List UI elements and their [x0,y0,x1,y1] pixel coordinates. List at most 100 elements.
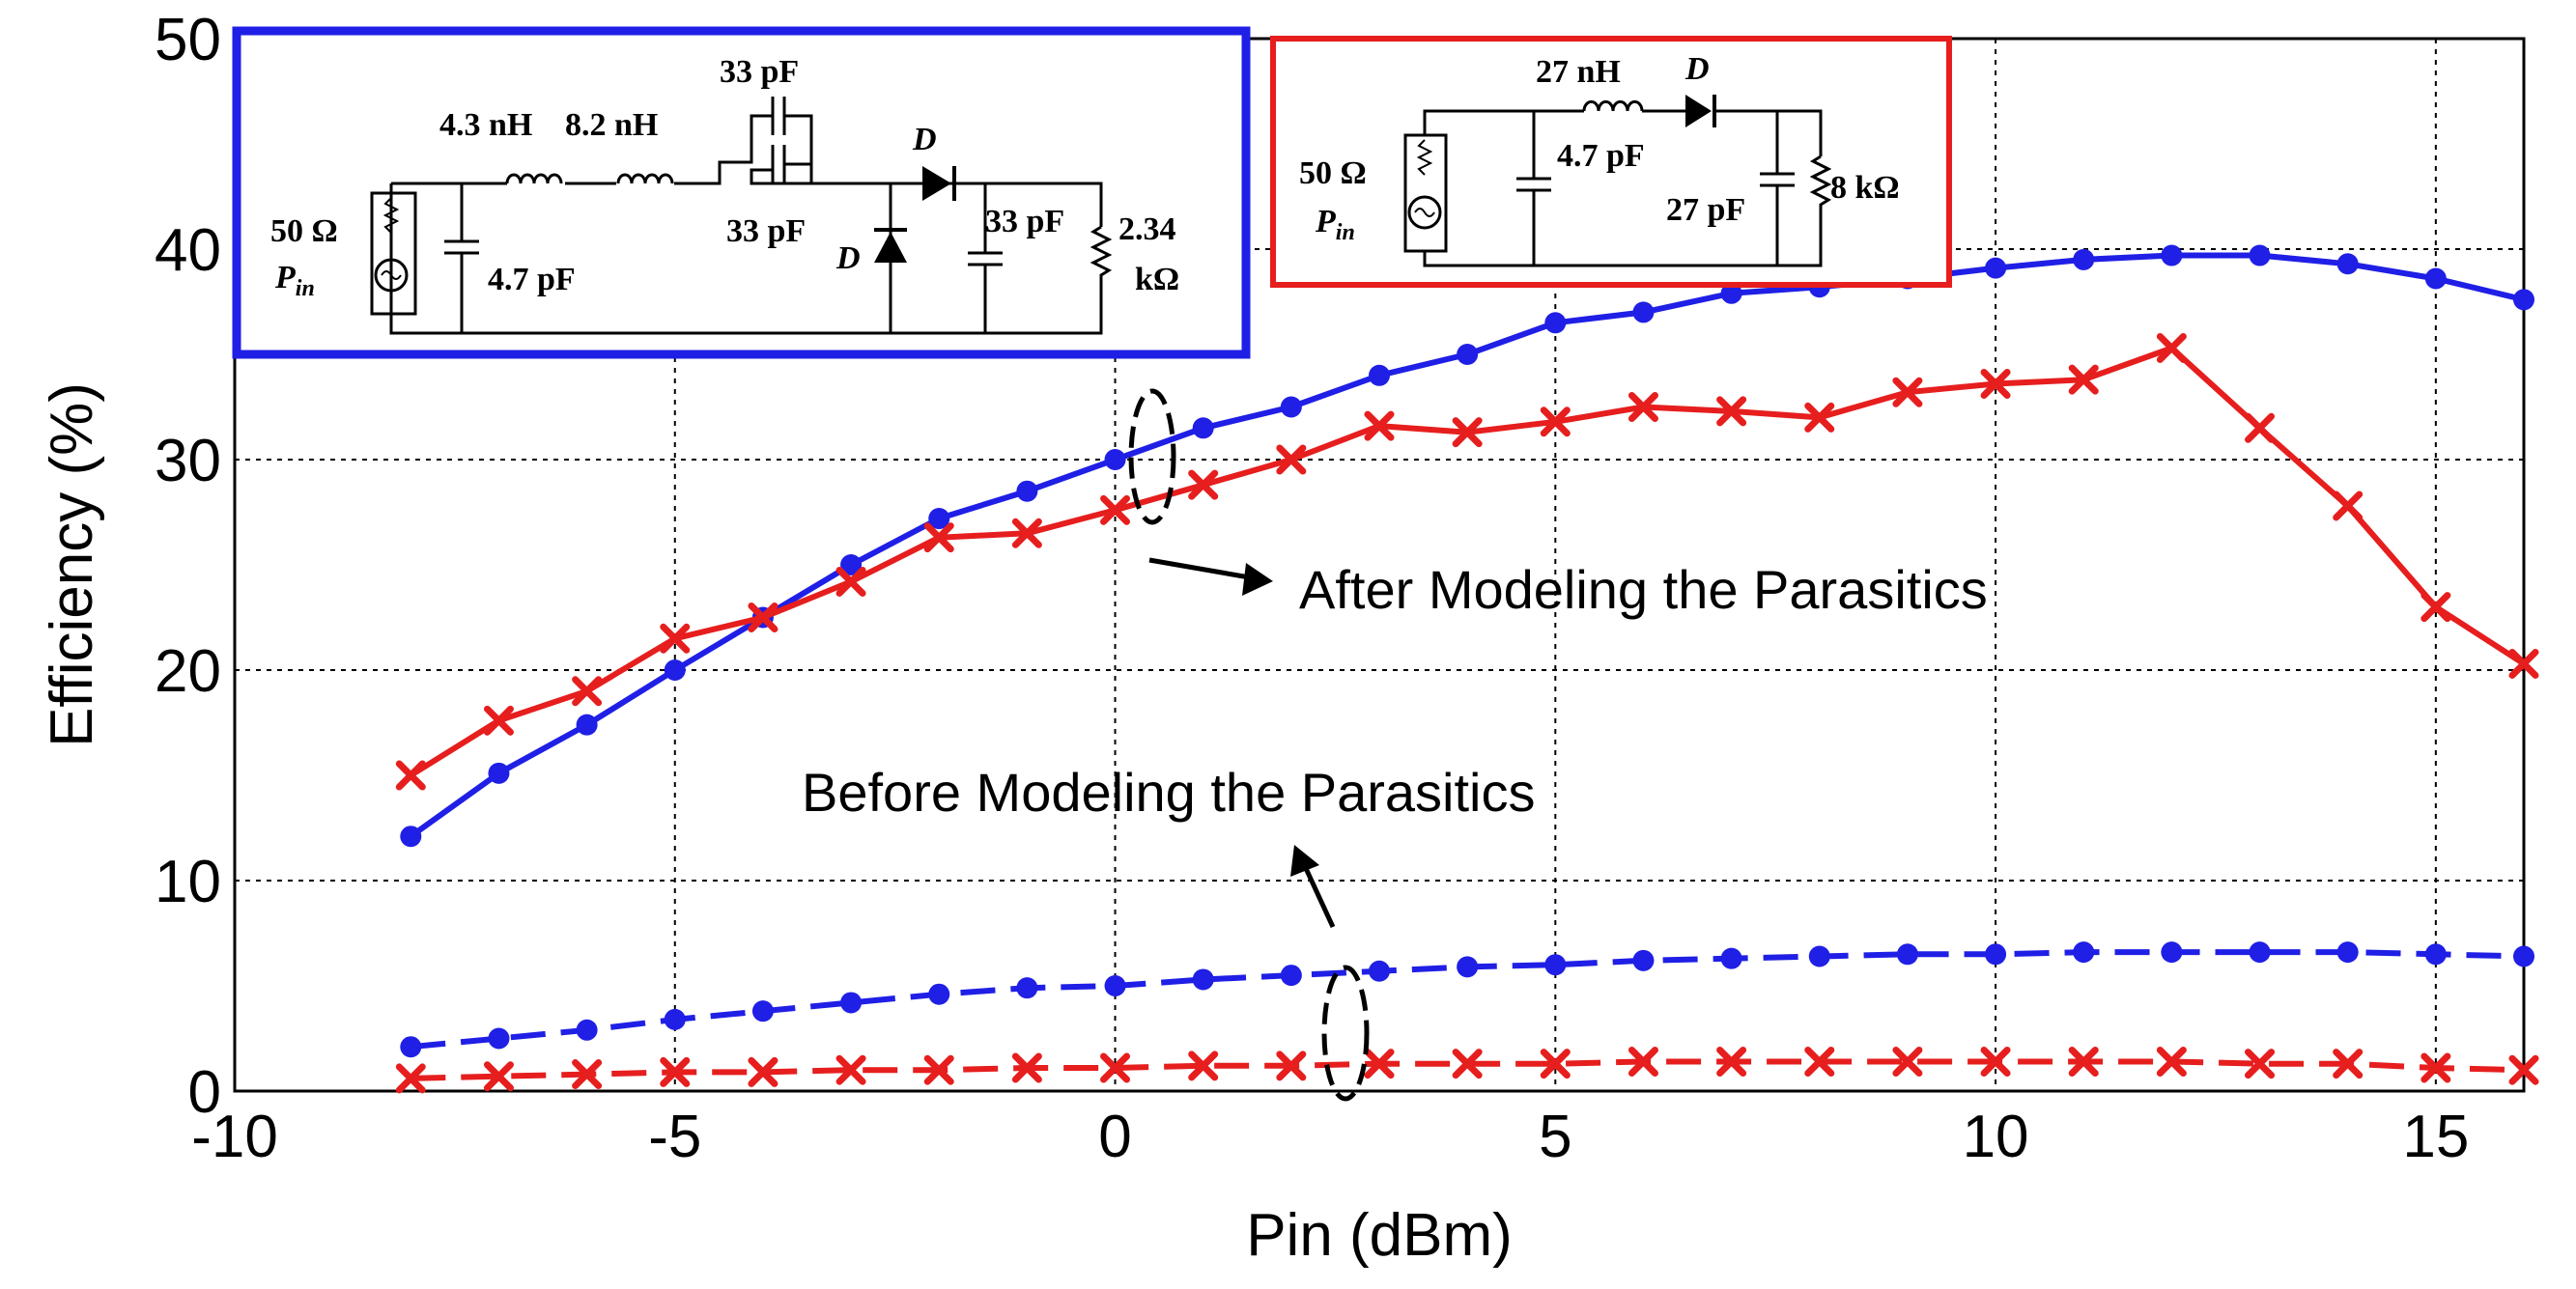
y-tick-label: 20 [155,638,221,705]
inset-red-rload-label: 8 kΩ [1830,170,1900,206]
data-point [1016,977,1038,999]
inset-blue-l2-label: 8.2 nH [565,107,658,143]
inset-red-cout-label: 27 pF [1666,192,1745,228]
data-point [2156,1046,2187,1077]
data-point [1369,364,1390,386]
inset-blue-rload-label-2: kΩ [1135,262,1179,297]
data-point [483,1061,514,1092]
data-point [2333,490,2364,521]
inset-blue-source-p: P [274,260,296,295]
inset-blue-source-sub: in [296,276,315,301]
y-tick-label: 0 [188,1059,221,1126]
data-point [923,1054,954,1085]
data-point [2513,945,2534,967]
data-point [2068,364,2099,395]
series-1 [395,332,2539,791]
after-annotation-text: After Modeling the Parasitics [1299,559,1988,620]
data-point [1011,1052,1042,1083]
inset-red-diode [1685,95,1712,127]
data-point [1544,312,1567,334]
after-arrow-line [1148,557,1261,582]
data-point [1364,1049,1395,1079]
inset-blue-source-r [382,197,400,234]
data-point [400,826,422,848]
data-point [1452,1049,1483,1079]
before-arrow-head [1290,845,1319,877]
data-point [1192,417,1214,439]
data-point [835,1054,866,1085]
inset-blue-diode-series-label: D [912,122,937,157]
inset-red-source-box [1403,133,1448,253]
data-point [2073,941,2095,964]
data-point [395,1063,426,1094]
data-point [1280,965,1302,987]
data-point [1980,1046,2011,1077]
inset-red-source-sub: in [1336,220,1355,245]
after-arrow-head [1242,563,1273,596]
x-tick-labels: -10 -5 0 5 10 15 [191,1104,2469,1170]
data-point [2333,1049,2364,1079]
data-point [928,508,950,530]
data-point [835,566,866,597]
data-point [2508,1054,2539,1085]
data-point [664,659,686,681]
inset-red-source-circle [1407,195,1442,230]
data-point [664,1008,686,1030]
x-tick-label: 5 [1539,1104,1571,1170]
inset-red-source-wave [1414,208,1435,217]
y-tick-labels: 0 10 20 30 40 50 [155,7,221,1126]
data-point [1540,406,1571,437]
data-point [660,1056,691,1087]
inset-blue-source-circle [374,258,409,293]
inset-blue-source-p-label: Pin [274,260,315,301]
data-point [1720,947,1742,969]
data-point [2513,289,2534,311]
inset-red-source-p-label: Pin [1315,204,1355,245]
inset-blue-cin-label: 4.7 pF [488,262,576,297]
data-point [1192,968,1214,991]
data-point [576,1019,598,1041]
data-point [2068,1046,2099,1077]
before-arrow-line [1301,862,1336,929]
inset-red-source-r-label: 50 Ω [1299,155,1367,191]
data-point [1632,301,1655,323]
data-point [748,1056,778,1087]
inset-red-source-p: P [1315,204,1336,239]
data-point [1276,1051,1307,1081]
data-point [1016,480,1038,502]
data-point [572,1059,603,1090]
data-point [488,762,510,784]
x-tick-label: 0 [1098,1104,1131,1170]
y-tick-label: 10 [155,849,221,915]
x-tick-label: -5 [648,1104,701,1170]
y-axis-label: Efficiency (%) [39,382,105,747]
data-point [1544,954,1567,976]
x-tick-label: 15 [2402,1104,2469,1170]
before-ellipse [1321,965,1370,1102]
inset-blue-rload [1090,225,1113,285]
inset-blue-cout-label: 33 pF [985,204,1064,239]
after-annotation: After Modeling the Parasitics [1128,388,1988,620]
x-tick-label: 10 [1963,1104,2029,1170]
inset-blue-diode-shunt [874,232,907,263]
inset-blue-cs-wire [784,114,813,183]
data-point [1188,1051,1219,1081]
before-annotation-text: Before Modeling the Parasitics [802,762,1536,823]
y-tick-label: 50 [155,7,221,73]
data-point [400,1036,422,1058]
data-point [2245,1049,2276,1079]
data-point [2073,248,2095,270]
inset-blue-diode-shunt-label: D [835,240,861,276]
data-point [395,760,426,791]
data-point [751,1000,774,1023]
inset-blue-l1-label: 4.3 nH [439,107,532,143]
data-point [1632,949,1655,971]
data-point [1720,282,1742,304]
data-point [1716,1046,1747,1077]
data-point [1457,956,1479,978]
inset-red-border [1270,36,1952,288]
data-point [2249,941,2271,964]
data-point [2508,648,2539,679]
data-point [1457,344,1479,365]
